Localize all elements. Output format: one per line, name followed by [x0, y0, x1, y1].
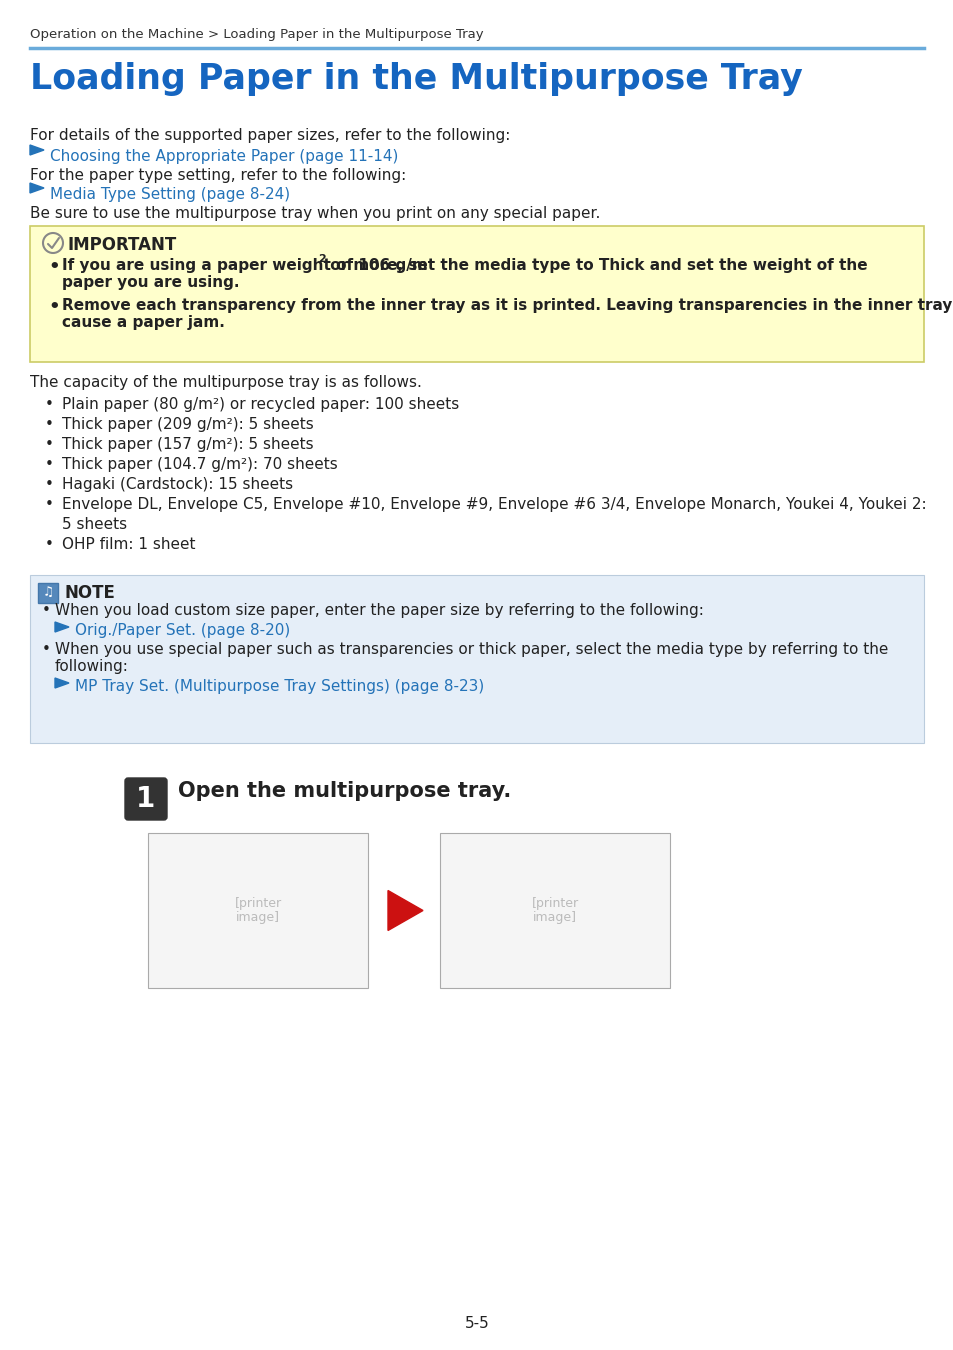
- Text: When you load custom size paper, enter the paper size by referring to the follow: When you load custom size paper, enter t…: [55, 603, 703, 618]
- Text: 1: 1: [136, 784, 155, 813]
- Text: •: •: [48, 298, 59, 316]
- Text: Hagaki (Cardstock): 15 sheets: Hagaki (Cardstock): 15 sheets: [62, 477, 293, 491]
- Polygon shape: [55, 678, 69, 688]
- Text: Thick paper (104.7 g/m²): 70 sheets: Thick paper (104.7 g/m²): 70 sheets: [62, 458, 337, 472]
- Text: •: •: [45, 417, 53, 432]
- Text: [printer
image]: [printer image]: [531, 896, 578, 925]
- Text: For the paper type setting, refer to the following:: For the paper type setting, refer to the…: [30, 167, 406, 184]
- Text: Media Type Setting (page 8-24): Media Type Setting (page 8-24): [50, 188, 290, 202]
- Text: [printer
image]: [printer image]: [234, 896, 281, 925]
- Text: For details of the supported paper sizes, refer to the following:: For details of the supported paper sizes…: [30, 128, 510, 143]
- Text: 5-5: 5-5: [464, 1316, 489, 1331]
- Text: 2: 2: [318, 254, 326, 265]
- Text: •: •: [45, 437, 53, 452]
- FancyBboxPatch shape: [38, 583, 58, 603]
- Text: •: •: [45, 537, 53, 552]
- Text: Open the multipurpose tray.: Open the multipurpose tray.: [178, 782, 511, 801]
- Polygon shape: [30, 144, 44, 155]
- Text: Remove each transparency from the inner tray as it is printed. Leaving transpare: Remove each transparency from the inner …: [62, 298, 953, 313]
- Text: The capacity of the multipurpose tray is as follows.: The capacity of the multipurpose tray is…: [30, 375, 421, 390]
- FancyBboxPatch shape: [439, 833, 669, 988]
- FancyBboxPatch shape: [148, 833, 368, 988]
- Text: Operation on the Machine > Loading Paper in the Multipurpose Tray: Operation on the Machine > Loading Paper…: [30, 28, 483, 40]
- Text: Orig./Paper Set. (page 8-20): Orig./Paper Set. (page 8-20): [75, 622, 290, 639]
- Text: •: •: [42, 643, 51, 657]
- Text: ♫: ♫: [42, 586, 53, 598]
- Text: •: •: [42, 603, 51, 618]
- FancyBboxPatch shape: [30, 225, 923, 362]
- Text: NOTE: NOTE: [64, 585, 114, 602]
- Text: •: •: [45, 497, 53, 512]
- Text: Thick paper (209 g/m²): 5 sheets: Thick paper (209 g/m²): 5 sheets: [62, 417, 314, 432]
- Polygon shape: [388, 891, 422, 930]
- Text: When you use special paper such as transparencies or thick paper, select the med: When you use special paper such as trans…: [55, 643, 887, 657]
- Text: paper you are using.: paper you are using.: [62, 275, 239, 290]
- Text: MP Tray Set. (Multipurpose Tray Settings) (page 8-23): MP Tray Set. (Multipurpose Tray Settings…: [75, 679, 484, 694]
- Text: •: •: [45, 397, 53, 412]
- Text: IMPORTANT: IMPORTANT: [68, 236, 177, 254]
- Text: following:: following:: [55, 659, 129, 674]
- Text: Thick paper (157 g/m²): 5 sheets: Thick paper (157 g/m²): 5 sheets: [62, 437, 314, 452]
- Text: Loading Paper in the Multipurpose Tray: Loading Paper in the Multipurpose Tray: [30, 62, 801, 96]
- Text: Plain paper (80 g/m²) or recycled paper: 100 sheets: Plain paper (80 g/m²) or recycled paper:…: [62, 397, 458, 412]
- Text: •: •: [45, 477, 53, 491]
- Text: Envelope DL, Envelope C5, Envelope #10, Envelope #9, Envelope #6 3/4, Envelope M: Envelope DL, Envelope C5, Envelope #10, …: [62, 497, 925, 512]
- Text: If you are using a paper weight of 106 g/m: If you are using a paper weight of 106 g…: [62, 258, 427, 273]
- Polygon shape: [30, 184, 44, 193]
- Text: cause a paper jam.: cause a paper jam.: [62, 315, 225, 329]
- Text: Choosing the Appropriate Paper (page 11-14): Choosing the Appropriate Paper (page 11-…: [50, 148, 398, 163]
- FancyBboxPatch shape: [125, 778, 167, 819]
- Text: or more, set the media type to Thick and set the weight of the: or more, set the media type to Thick and…: [325, 258, 867, 273]
- Text: •: •: [48, 258, 59, 275]
- Text: •: •: [45, 458, 53, 472]
- Text: Be sure to use the multipurpose tray when you print on any special paper.: Be sure to use the multipurpose tray whe…: [30, 207, 599, 221]
- Polygon shape: [55, 622, 69, 632]
- Text: 5 sheets: 5 sheets: [62, 517, 127, 532]
- Text: OHP film: 1 sheet: OHP film: 1 sheet: [62, 537, 195, 552]
- FancyBboxPatch shape: [30, 575, 923, 743]
